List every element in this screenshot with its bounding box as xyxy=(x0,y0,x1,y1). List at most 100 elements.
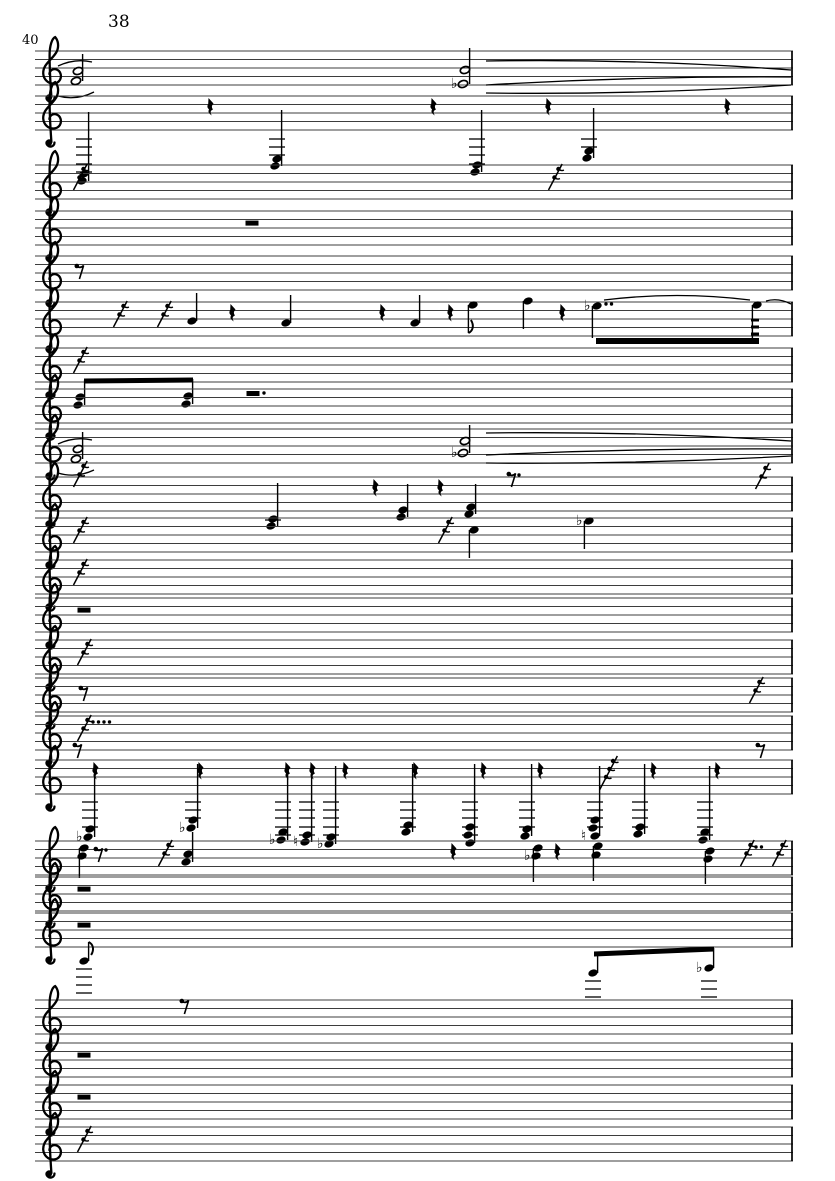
staff: ♭ xyxy=(35,35,793,103)
augmentation-dot xyxy=(107,720,112,724)
sixteenth-rest xyxy=(76,714,112,742)
notehead xyxy=(469,526,479,534)
notehead xyxy=(401,828,411,836)
tie-group xyxy=(485,448,792,456)
notehead xyxy=(181,858,191,866)
notehead xyxy=(396,513,406,521)
staff xyxy=(35,195,793,263)
flat-icon: ♭ xyxy=(696,960,703,976)
chord xyxy=(73,380,86,409)
sixteenth-rest xyxy=(748,676,766,704)
tie-group xyxy=(765,299,792,305)
staff xyxy=(35,861,793,929)
staff xyxy=(35,80,793,185)
chord: ♮ xyxy=(293,766,315,850)
tie-group xyxy=(485,84,792,94)
notehead xyxy=(268,515,278,523)
staff: ♭ xyxy=(35,413,793,481)
eighth-flag xyxy=(88,941,95,956)
notehead xyxy=(520,832,530,840)
beam-group xyxy=(594,946,714,957)
augmentation-dot xyxy=(754,845,758,849)
notehead xyxy=(700,828,710,836)
beam-group xyxy=(84,377,193,384)
staff xyxy=(35,1069,793,1137)
tie-group xyxy=(485,59,792,71)
augmentation-dot xyxy=(96,720,101,724)
notehead xyxy=(326,833,336,841)
whole-rest xyxy=(77,886,91,892)
sixteenth-rest xyxy=(72,460,90,488)
whole-rest xyxy=(77,1052,91,1058)
augmentation-dot xyxy=(91,720,95,724)
eighth-rest xyxy=(755,742,766,759)
staff xyxy=(35,240,793,308)
flat-icon: ♭ xyxy=(269,832,276,848)
sixteenth-rest xyxy=(739,839,764,867)
sixteenth-rest xyxy=(754,462,772,490)
whole-rest xyxy=(77,607,91,613)
staff: ♭ xyxy=(35,286,793,354)
tie xyxy=(57,91,95,99)
notehead xyxy=(703,855,713,863)
note xyxy=(281,295,292,327)
sixteenth-rest xyxy=(547,163,565,191)
tie xyxy=(485,84,792,94)
notehead xyxy=(470,168,480,176)
chord xyxy=(77,844,89,878)
beam-group xyxy=(596,338,759,344)
notehead xyxy=(533,844,543,852)
notehead xyxy=(705,847,715,855)
notehead xyxy=(584,147,594,155)
notehead xyxy=(272,155,282,163)
staff xyxy=(35,662,793,730)
notehead xyxy=(300,838,310,846)
augmentation-dot xyxy=(517,473,521,477)
note xyxy=(585,953,601,998)
notehead xyxy=(465,823,475,831)
notehead xyxy=(187,317,197,325)
notehead xyxy=(457,79,469,89)
staff xyxy=(35,460,793,530)
flat-icon: ♭ xyxy=(317,836,324,852)
flat-icon: ♭ xyxy=(451,445,458,461)
sixteenth-rest xyxy=(72,558,90,586)
chord xyxy=(265,483,281,530)
staff xyxy=(35,149,793,217)
notehead xyxy=(468,301,478,309)
whole-rest xyxy=(77,1094,91,1100)
notehead xyxy=(77,852,87,860)
tie-group xyxy=(603,294,751,301)
augmentation-dot xyxy=(759,845,764,849)
chord xyxy=(464,484,477,518)
notehead xyxy=(186,824,196,832)
note: ♭ xyxy=(576,513,594,549)
notehead xyxy=(588,969,598,977)
notehead xyxy=(188,816,198,824)
whole-rest xyxy=(245,220,259,226)
treble-clef-icon xyxy=(42,373,63,441)
tie xyxy=(603,294,751,301)
notehead xyxy=(276,836,286,844)
chord xyxy=(181,379,194,408)
chord xyxy=(76,112,92,185)
sixteenth-rest xyxy=(76,1125,94,1153)
notehead xyxy=(588,824,598,832)
chord xyxy=(400,764,416,836)
notehead xyxy=(590,832,600,840)
chord xyxy=(181,832,194,866)
notehead xyxy=(183,850,193,858)
notehead xyxy=(592,302,602,310)
flat-icon: ♭ xyxy=(179,820,186,836)
tie-group xyxy=(57,438,93,445)
staff xyxy=(35,332,793,409)
notehead xyxy=(593,842,603,850)
note xyxy=(467,301,478,334)
flat-icon: ♭ xyxy=(576,513,583,529)
sixteenth-rest xyxy=(112,300,130,328)
eighth-rest xyxy=(78,685,89,702)
sixteenth-rest xyxy=(771,839,789,867)
notehead xyxy=(457,448,469,458)
tie xyxy=(765,299,792,305)
